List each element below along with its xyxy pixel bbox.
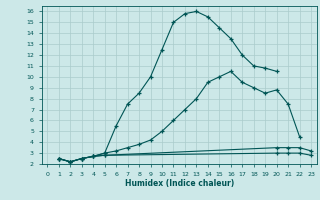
X-axis label: Humidex (Indice chaleur): Humidex (Indice chaleur) [124,179,234,188]
